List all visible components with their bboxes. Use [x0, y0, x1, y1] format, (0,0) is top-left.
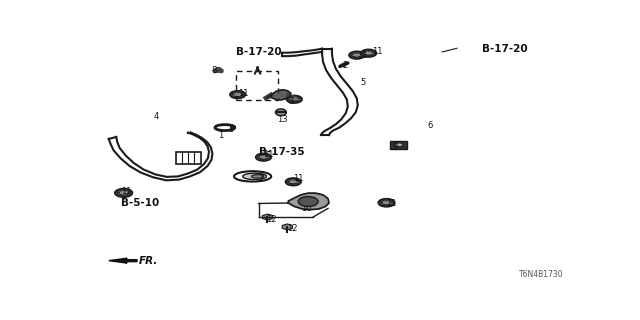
Text: 7: 7 — [259, 174, 264, 183]
Text: 8: 8 — [211, 66, 217, 75]
Circle shape — [349, 51, 365, 59]
Text: FR.: FR. — [138, 256, 158, 266]
Circle shape — [285, 178, 301, 186]
Circle shape — [260, 155, 268, 159]
Text: 9: 9 — [392, 142, 397, 151]
Text: B-17-20: B-17-20 — [482, 44, 527, 54]
Circle shape — [298, 196, 318, 206]
Polygon shape — [109, 258, 137, 263]
Text: 5: 5 — [360, 78, 365, 87]
Circle shape — [119, 191, 128, 195]
Circle shape — [382, 201, 391, 205]
Text: 4: 4 — [154, 111, 159, 121]
Text: 6: 6 — [428, 121, 433, 130]
Circle shape — [230, 91, 246, 99]
Text: 11: 11 — [121, 187, 131, 196]
Text: 11: 11 — [293, 174, 304, 183]
Circle shape — [361, 49, 376, 57]
Text: 11: 11 — [387, 199, 397, 208]
Circle shape — [353, 53, 361, 57]
Text: 1: 1 — [218, 131, 223, 140]
Circle shape — [291, 97, 298, 101]
Ellipse shape — [252, 175, 264, 178]
Text: B-5-10: B-5-10 — [121, 198, 159, 209]
Text: B-17-20: B-17-20 — [236, 47, 282, 57]
Circle shape — [286, 95, 302, 103]
Circle shape — [255, 153, 271, 161]
Text: B-17-35: B-17-35 — [259, 147, 304, 157]
Text: 11: 11 — [372, 47, 382, 56]
Text: 10: 10 — [301, 204, 311, 213]
Circle shape — [378, 198, 395, 207]
Text: 13: 13 — [277, 115, 288, 124]
Ellipse shape — [275, 109, 286, 116]
Polygon shape — [271, 90, 291, 100]
FancyBboxPatch shape — [390, 141, 408, 148]
Ellipse shape — [243, 173, 266, 180]
Bar — [236, 71, 278, 100]
Text: 3: 3 — [288, 97, 294, 106]
Circle shape — [115, 188, 132, 197]
Polygon shape — [288, 193, 329, 210]
Circle shape — [234, 92, 242, 97]
Text: 11: 11 — [264, 150, 274, 159]
Text: 11: 11 — [237, 89, 248, 98]
Circle shape — [365, 51, 372, 55]
Text: 12: 12 — [287, 224, 298, 233]
Circle shape — [395, 143, 403, 147]
Text: T6N4B1730: T6N4B1730 — [519, 270, 564, 279]
Text: 12: 12 — [266, 215, 276, 224]
Circle shape — [289, 180, 297, 184]
Text: 11: 11 — [356, 51, 367, 60]
Text: 2: 2 — [343, 61, 348, 70]
